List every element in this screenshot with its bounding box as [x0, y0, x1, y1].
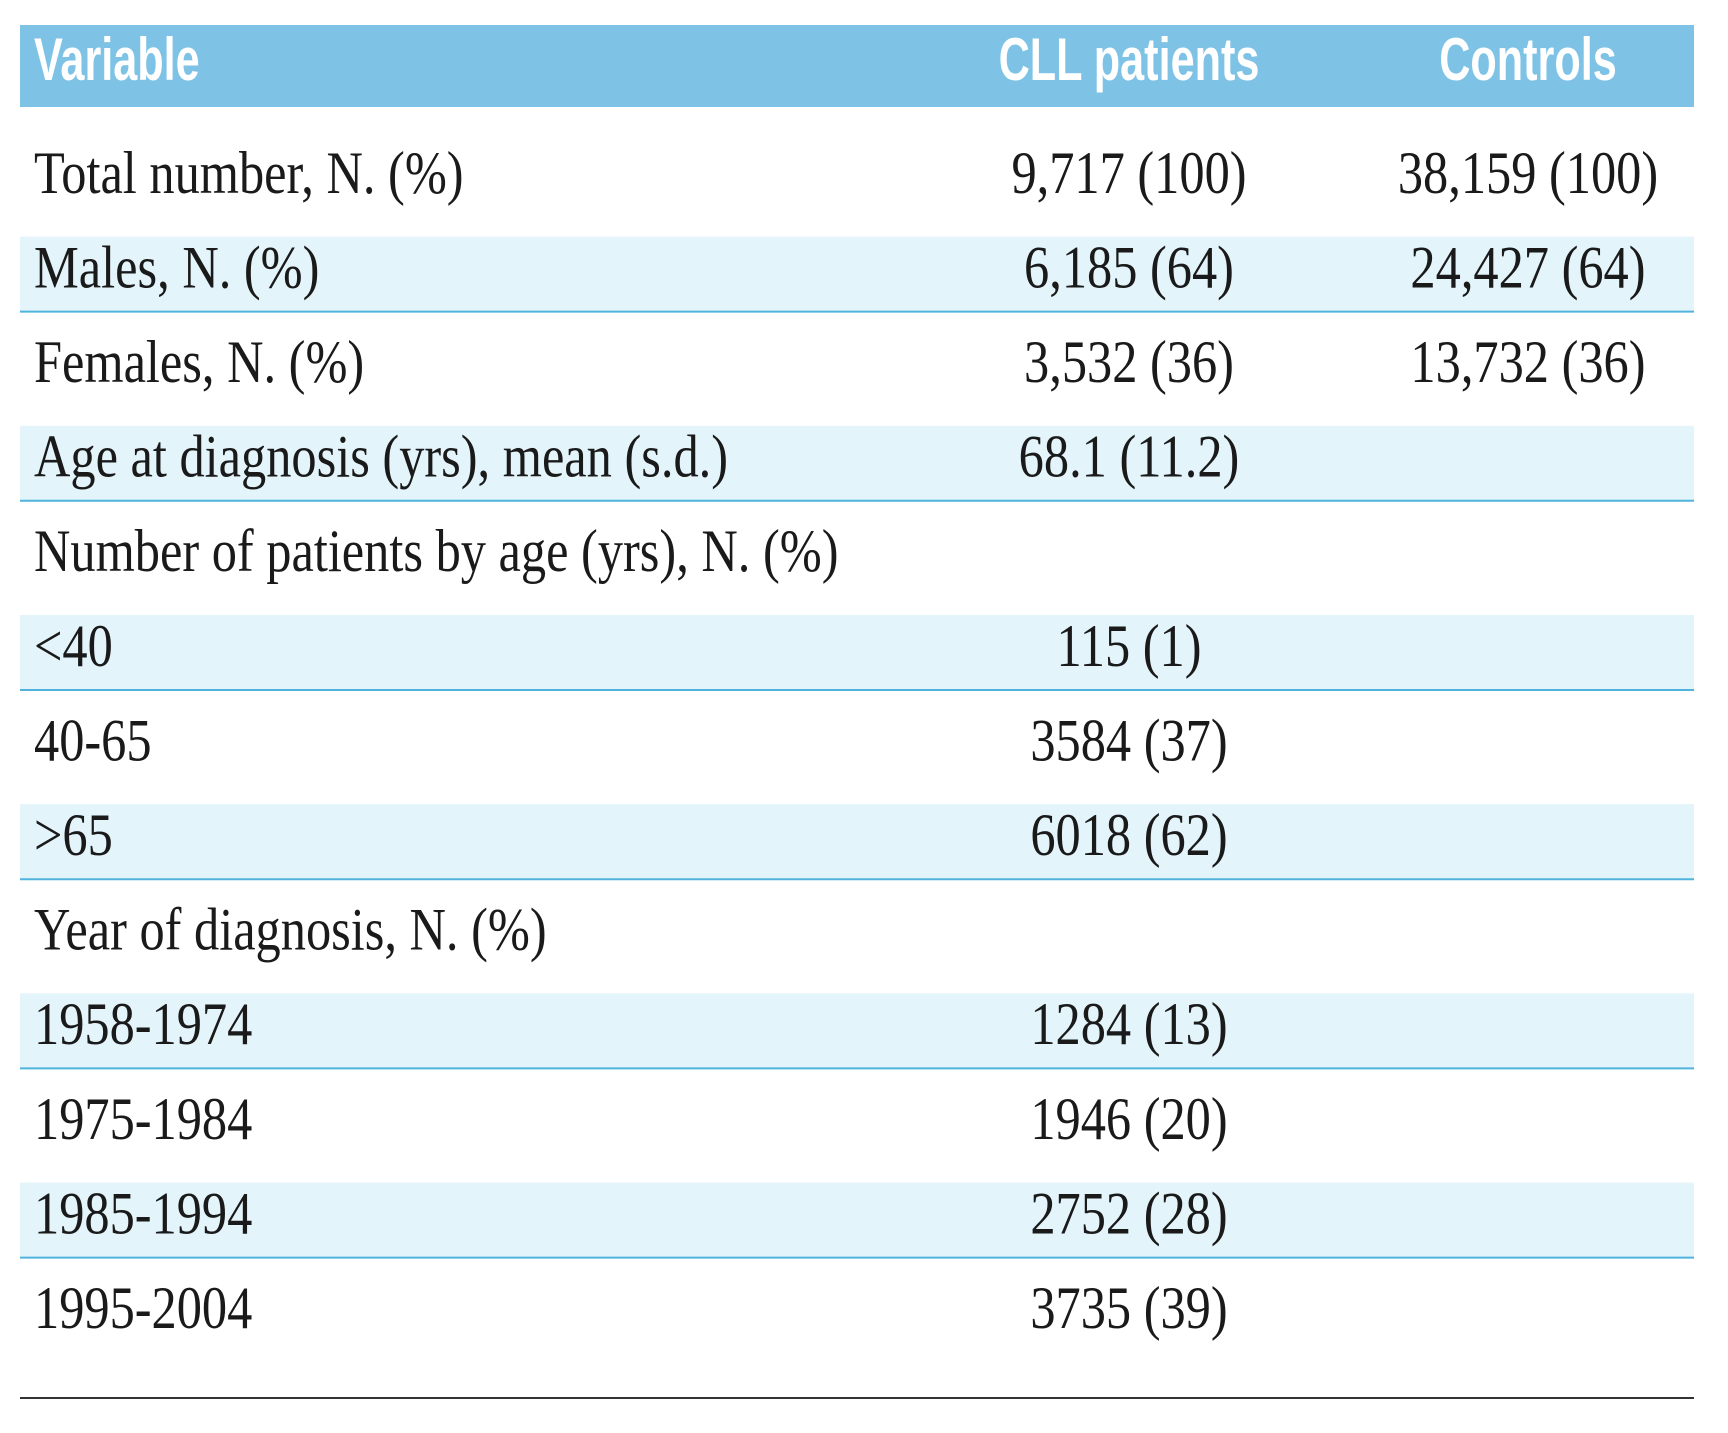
- row-label: 1995-2004: [34, 1275, 252, 1341]
- row-label: Females, N. (%): [34, 329, 364, 395]
- row-value: 1284 (13): [1030, 991, 1227, 1057]
- row-value: 3,532 (36): [1024, 329, 1234, 395]
- row-band: [20, 993, 1694, 1069]
- row-band: [20, 615, 1694, 690]
- row-band: [20, 236, 1694, 312]
- row-value: 24,427 (64): [1410, 234, 1645, 300]
- row-band: [20, 1182, 1694, 1258]
- row-label: >65: [34, 802, 113, 868]
- header-cell: Variable: [34, 27, 200, 94]
- row-band: [20, 804, 1694, 880]
- row-value: 13,732 (36): [1410, 329, 1645, 395]
- row-value: 68.1 (11.2): [1019, 424, 1240, 490]
- row-value: 1946 (20): [1030, 1086, 1227, 1152]
- row-label: 40-65: [34, 707, 152, 773]
- row-value: 6,185 (64): [1024, 234, 1234, 300]
- header-cell: Controls: [1439, 27, 1617, 94]
- header-cell: CLL patients: [999, 27, 1260, 94]
- row-label: Age at diagnosis (yrs), mean (s.d.): [34, 424, 728, 490]
- row-value: 115 (1): [1056, 613, 1201, 679]
- row-value: 3735 (39): [1030, 1275, 1227, 1341]
- row-value: 38,159 (100): [1398, 140, 1658, 206]
- row-label: 1985-1994: [34, 1180, 252, 1246]
- row-band: [20, 425, 1694, 501]
- row-label: Total number, N. (%): [34, 140, 464, 206]
- row-label: Males, N. (%): [34, 234, 319, 300]
- row-label: 1958-1974: [34, 991, 252, 1057]
- row-label: Year of diagnosis, N. (%): [34, 897, 547, 963]
- row-label: Number of patients by age (yrs), N. (%): [34, 518, 839, 584]
- row-value: 2752 (28): [1030, 1180, 1227, 1246]
- row-value: 3584 (37): [1030, 707, 1227, 773]
- row-label: <40: [34, 613, 113, 679]
- row-label: 1975-1984: [34, 1086, 252, 1152]
- row-value: 6018 (62): [1030, 802, 1227, 868]
- row-value: 9,717 (100): [1011, 140, 1246, 206]
- header-band: [20, 25, 1694, 107]
